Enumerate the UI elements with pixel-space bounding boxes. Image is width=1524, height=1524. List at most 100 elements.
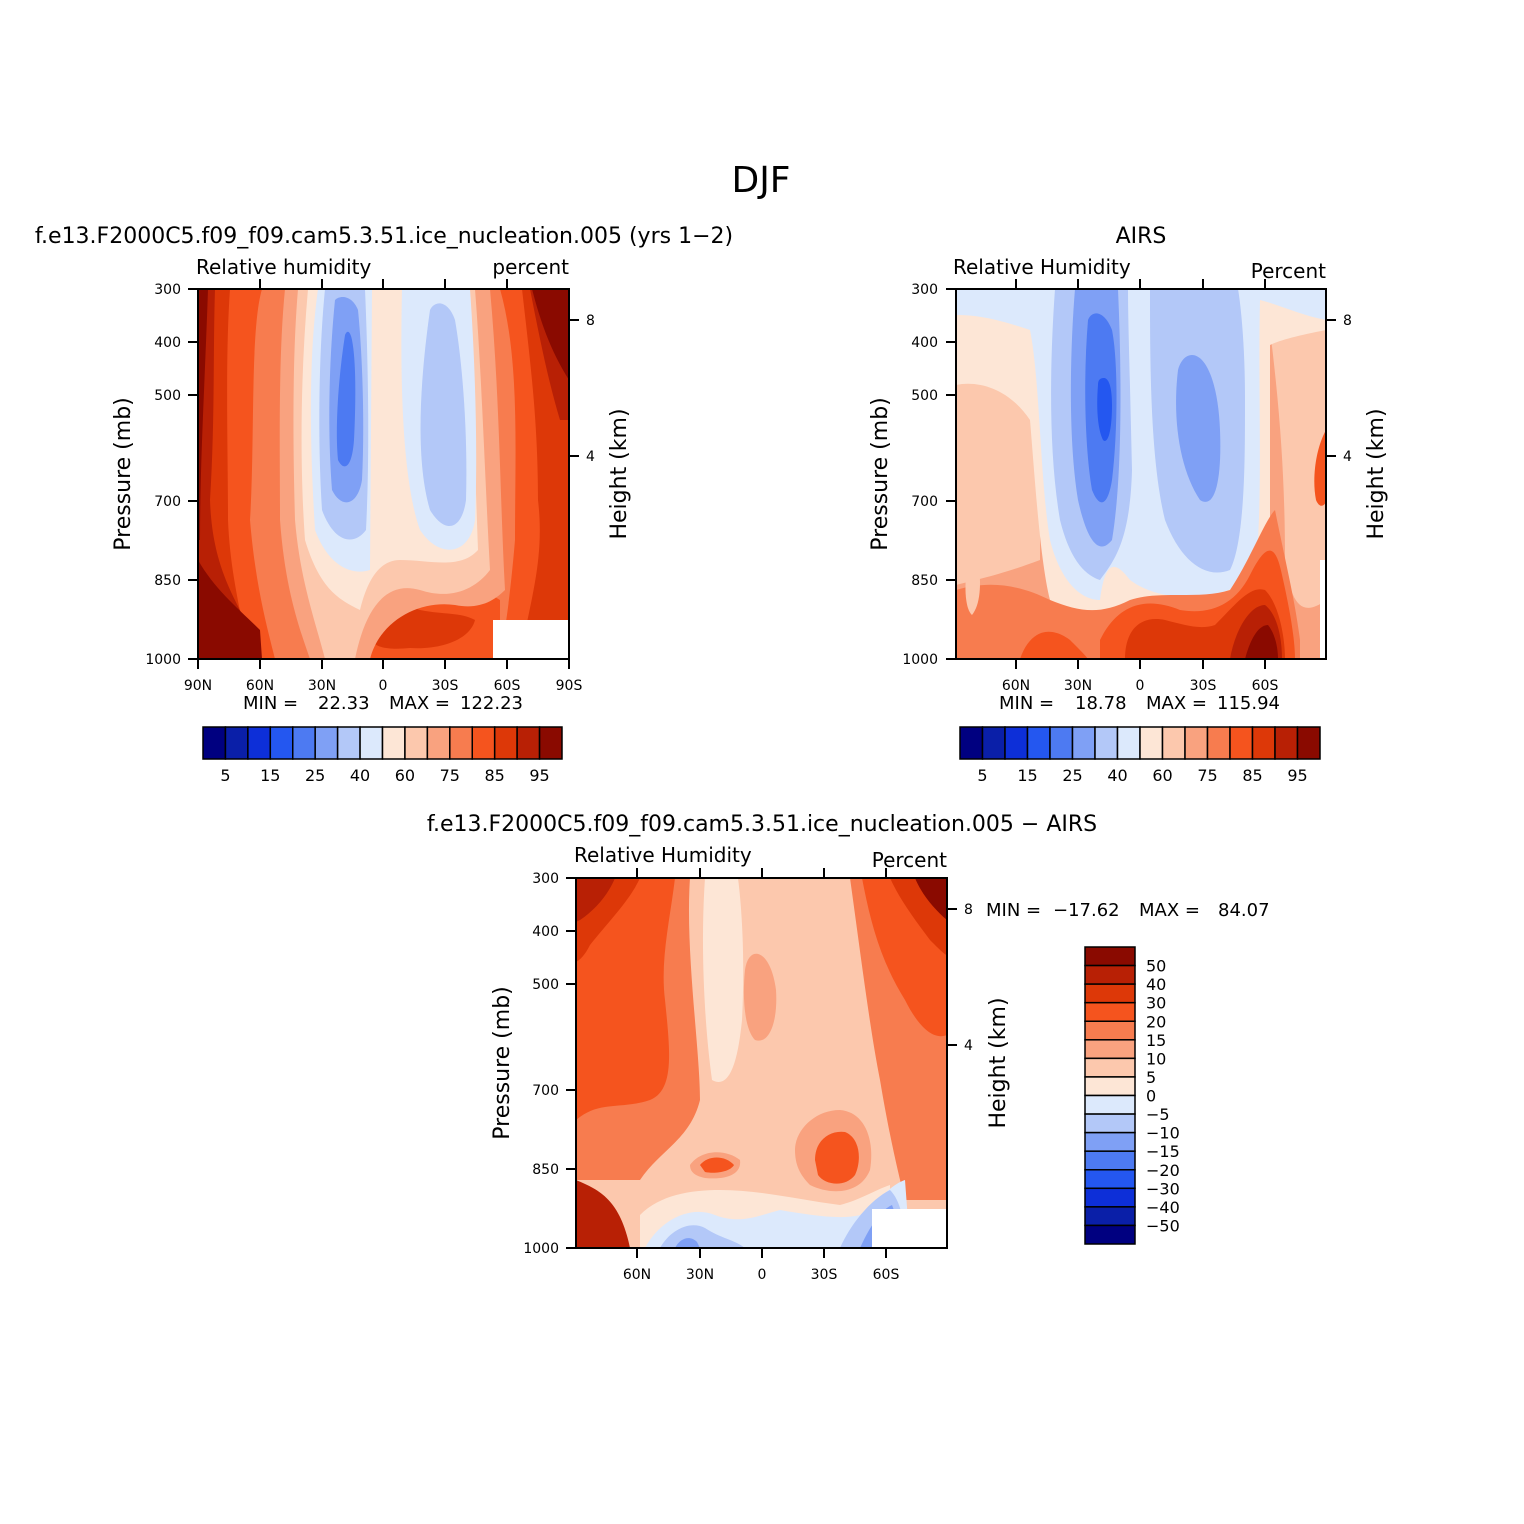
panel-diff-colorbar-swatch-12 bbox=[1084, 1169, 1136, 1190]
panel-model-colorbar-swatch-3 bbox=[269, 726, 294, 760]
panel-diff-lvl-30a bbox=[576, 878, 675, 1120]
panel-model-colorbar-swatch-4 bbox=[292, 726, 316, 760]
panel-airs-colorbar: 5 15 25 40 60 75 85 95 bbox=[959, 726, 1321, 785]
panel-model-min-value: 22.33 bbox=[318, 693, 370, 714]
panel-model-colorbar-swatch-5 bbox=[314, 726, 339, 760]
panel-airs-colorbar-label-1: 15 bbox=[1017, 766, 1037, 785]
panel-airs-colorbar-swatch-1 bbox=[981, 726, 1006, 760]
panel-diff-colorbar-label-8: −5 bbox=[1146, 1105, 1170, 1124]
panel-model-colorbar-swatch-1 bbox=[224, 726, 249, 760]
panel-airs-xtick-0: 0 bbox=[1136, 678, 1145, 694]
panel-diff-lvl-50a bbox=[576, 878, 615, 922]
panel-diff: f.e13.F2000C5.f09_f09.cam5.3.51.ice_nucl… bbox=[427, 812, 1270, 1283]
panel-diff-colorbar-swatch-5 bbox=[1084, 1039, 1136, 1060]
panel-airs: AIRS Relative Humidity Percent bbox=[868, 224, 1389, 785]
panel-diff-title: f.e13.F2000C5.f09_f09.cam5.3.51.ice_nucl… bbox=[427, 812, 1097, 837]
panel-airs-ytick-300: 300 bbox=[911, 282, 938, 298]
panel-diff-colorbar-label-5: 10 bbox=[1146, 1049, 1166, 1068]
panel-diff-colorbar-swatch-0 bbox=[1084, 946, 1136, 967]
panel-model-ytick-300: 300 bbox=[154, 282, 181, 298]
panel-model-colorbar-swatch-6 bbox=[336, 726, 361, 760]
panel-model-colorbar-swatch-15 bbox=[538, 726, 563, 760]
panel-diff-left-label: Relative Humidity bbox=[574, 843, 752, 867]
panel-model-xtick-30n: 30N bbox=[308, 678, 336, 694]
panel-model-colorbar-label-1: 15 bbox=[260, 766, 280, 785]
panel-diff-xtick-30n: 30N bbox=[686, 1267, 714, 1283]
panel-model-colorbar-label-3: 40 bbox=[350, 766, 370, 785]
panel-model-lvl-99a bbox=[198, 289, 208, 540]
panel-diff-colorbar-swatch-15 bbox=[1084, 1224, 1136, 1245]
panel-airs-colorbar-swatch-7 bbox=[1116, 726, 1141, 760]
panel-model-colorbar-label-4: 60 bbox=[395, 766, 415, 785]
panel-diff-lvl-50c bbox=[576, 1180, 630, 1248]
panel-airs-colorbar-swatch-5 bbox=[1071, 726, 1096, 760]
panel-airs-xtick-30n: 30N bbox=[1064, 678, 1092, 694]
panel-airs-xtick-60s: 60S bbox=[1252, 678, 1279, 694]
panel-model-rtick-4: 4 bbox=[586, 449, 595, 465]
panel-diff-lvl-m10b bbox=[675, 1238, 700, 1248]
panel-diff-colorbar-swatch-8 bbox=[1084, 1094, 1136, 1115]
panel-diff-missing bbox=[872, 1209, 947, 1248]
panel-airs-colorbar-swatch-15 bbox=[1296, 726, 1321, 760]
panel-airs-colorbar-swatch-4 bbox=[1049, 726, 1074, 760]
panel-diff-colorbar-label-4: 15 bbox=[1146, 1031, 1166, 1050]
panel-diff-colorbar-label-12: −30 bbox=[1146, 1179, 1180, 1198]
panel-model-colorbar-swatch-9 bbox=[404, 726, 429, 760]
panel-airs-ytick-850: 850 bbox=[911, 573, 938, 589]
panel-model-lvl-95a bbox=[198, 289, 245, 659]
panel-diff-colorbar-label-13: −40 bbox=[1146, 1198, 1180, 1217]
panel-model-colorbar-swatch-11 bbox=[449, 726, 473, 760]
panel-model-colorbar-label-5: 75 bbox=[440, 766, 460, 785]
panel-diff-lvl-30d bbox=[700, 1157, 734, 1173]
panel-airs-lvl-85b bbox=[1020, 631, 1088, 659]
panel-model-ytick-850: 850 bbox=[154, 573, 181, 589]
panel-model-colorbar-label-6: 85 bbox=[485, 766, 505, 785]
panel-diff-colorbar-swatch-14 bbox=[1084, 1206, 1136, 1227]
panel-diff-colorbar-label-14: −50 bbox=[1146, 1216, 1180, 1235]
panel-airs-right-label: Percent bbox=[1251, 259, 1326, 283]
panel-airs-colorbar-swatch-9 bbox=[1161, 726, 1186, 760]
panel-airs-rtick-8: 8 bbox=[1343, 313, 1352, 329]
panel-model-rtick-8: 8 bbox=[586, 313, 595, 329]
panel-airs-lvl-75c bbox=[965, 553, 980, 615]
panel-model-lvl-99c bbox=[532, 289, 569, 380]
panel-airs-axes bbox=[946, 279, 1336, 669]
panel-diff-field bbox=[576, 878, 947, 1248]
panel-airs-colorbar-swatch-8 bbox=[1139, 726, 1164, 760]
panel-diff-ylabel: Pressure (mb) bbox=[490, 986, 515, 1140]
panel-diff-ytick-300: 300 bbox=[532, 871, 559, 887]
panel-diff-ytick-850: 850 bbox=[532, 1162, 559, 1178]
panel-model-colorbar-swatch-12 bbox=[471, 726, 496, 760]
panel-diff-lvl-50b bbox=[915, 878, 947, 920]
panel-diff-colorbar-label-6: 5 bbox=[1146, 1068, 1156, 1087]
panel-model-colorbar-label-2: 25 bbox=[305, 766, 325, 785]
panel-model-colorbar-swatch-2 bbox=[247, 726, 272, 760]
panel-diff-colorbar-label-7: 0 bbox=[1146, 1087, 1156, 1106]
panel-model-right-label: percent bbox=[492, 255, 569, 279]
panel-airs-colorbar-swatch-10 bbox=[1184, 726, 1209, 760]
panel-airs-colorbar-swatch-0 bbox=[959, 726, 984, 760]
panel-model-colorbar-swatch-14 bbox=[516, 726, 541, 760]
panel-airs-min-value: 18.78 bbox=[1075, 693, 1127, 714]
panel-diff-xtick-30s: 30S bbox=[811, 1267, 838, 1283]
panel-model-missing bbox=[493, 620, 569, 659]
panel-airs-ytick-1000: 1000 bbox=[902, 652, 938, 668]
panel-model-ytick-500: 500 bbox=[154, 388, 181, 404]
panel-model-xtick-0: 0 bbox=[379, 678, 388, 694]
panel-airs-colorbar-swatch-3 bbox=[1026, 726, 1051, 760]
panel-airs-lvl-40b bbox=[1176, 355, 1221, 502]
panel-airs-min-label: MIN = bbox=[999, 693, 1054, 714]
panel-diff-colorbar-label-10: −15 bbox=[1146, 1142, 1180, 1161]
panel-model-colorbar: 5 15 25 40 60 75 85 95 bbox=[202, 726, 563, 785]
panel-diff-ylabel-right: Height (km) bbox=[986, 997, 1011, 1128]
panel-model-colorbar-swatch-13 bbox=[493, 726, 518, 760]
panel-airs-ylabel-right: Height (km) bbox=[1364, 408, 1389, 539]
panel-diff-lvl-0 bbox=[645, 1180, 910, 1248]
panel-model-ytick-1000: 1000 bbox=[145, 652, 181, 668]
panel-airs-colorbar-label-5: 75 bbox=[1197, 766, 1217, 785]
panel-diff-colorbar-label-2: 30 bbox=[1146, 994, 1166, 1013]
panel-model-colorbar-label-7: 95 bbox=[529, 766, 549, 785]
panel-airs-field bbox=[956, 289, 1326, 659]
panel-model-max-value: 122.23 bbox=[460, 693, 523, 714]
panel-airs-colorbar-swatch-6 bbox=[1094, 726, 1119, 760]
